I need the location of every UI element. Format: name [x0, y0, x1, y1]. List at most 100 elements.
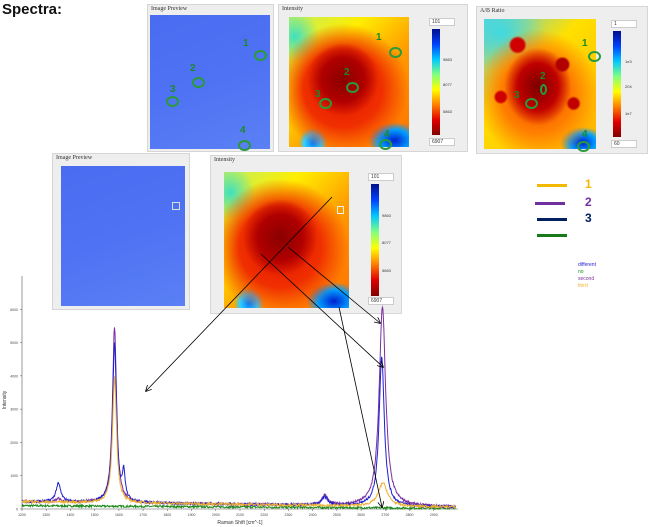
- scale-label: 8077: [443, 82, 452, 87]
- scale-max: 101: [429, 18, 455, 26]
- scale-label: 204: [625, 84, 632, 89]
- marker-label: 3: [514, 90, 520, 101]
- spectrum-no: [21, 503, 456, 511]
- scale-min: 6907: [429, 138, 455, 146]
- scale-max: 1: [611, 20, 637, 28]
- scale-label: 9863: [382, 213, 391, 218]
- x-tick-label: 2000: [212, 513, 220, 517]
- legend-number: 2: [585, 195, 592, 209]
- marker-label: 3: [170, 84, 176, 95]
- x-tick-label: 2600: [357, 513, 365, 517]
- legend-number: 3: [585, 211, 592, 225]
- x-tick-label: 2200: [260, 513, 268, 517]
- legend-line: [537, 184, 567, 187]
- top-intensity-panel: Intensity 101 9863 8077 5863 6907 1 2 3 …: [278, 4, 468, 152]
- x-tick-label: 1600: [115, 513, 123, 517]
- spectrum-second: [21, 305, 457, 509]
- marker-label: 4: [240, 125, 246, 136]
- marker-label: 1: [376, 32, 382, 43]
- scale-label: 1e3: [625, 59, 632, 64]
- marker-circle: [192, 77, 205, 88]
- intensity-map: [224, 172, 349, 308]
- colorbar: [613, 31, 621, 137]
- panel-title: Intensity: [282, 6, 303, 12]
- x-tick-label: 1700: [139, 513, 147, 517]
- spectrum-different: [21, 342, 456, 510]
- x-tick-label: 1900: [188, 513, 196, 517]
- top-ratio-panel: A/B Ratio 1 1e3 204 1e7 60 1 2 3 4: [476, 6, 648, 154]
- scale-label: 1e7: [625, 111, 632, 116]
- scale-min: 6907: [368, 297, 394, 305]
- x-tick-label: 2300: [285, 513, 293, 517]
- scale-min: 60: [611, 140, 637, 148]
- series-legend: different no second third: [578, 262, 596, 290]
- x-tick-label: 1800: [163, 513, 171, 517]
- marker-label: 2: [190, 63, 196, 74]
- marker-circle: [166, 96, 179, 107]
- legend-entry: second: [578, 276, 595, 282]
- marker-label: 4: [582, 129, 588, 140]
- x-tick-label: 2100: [236, 513, 244, 517]
- y-tick-label: 0: [16, 508, 18, 512]
- x-tick-label: 2800: [406, 513, 414, 517]
- x-tick-label: 1300: [42, 513, 50, 517]
- marker-label: 3: [315, 89, 321, 100]
- bottom-image-preview-panel: Image Preview: [52, 153, 190, 310]
- spectrum-third: [21, 376, 456, 510]
- x-tick-label: 2400: [309, 513, 317, 517]
- colorbar: [371, 184, 379, 296]
- panel-title: Image Preview: [151, 6, 188, 12]
- colorbar: [432, 29, 440, 135]
- legend-line: [535, 202, 565, 205]
- panel-title: Intensity: [214, 157, 235, 163]
- scale-label: 5863: [443, 109, 452, 114]
- legend-line: [537, 234, 567, 237]
- marker-circle: [379, 139, 392, 150]
- marker-circle: [346, 82, 359, 93]
- scale-label: 5863: [382, 268, 391, 273]
- x-tick-label: 2900: [430, 513, 438, 517]
- y-tick-label: 5000: [10, 341, 18, 345]
- marker-circle: [540, 84, 547, 95]
- y-tick-label: 1000: [10, 474, 18, 478]
- legend-entry: no: [578, 269, 584, 275]
- marker-label: 2: [540, 71, 546, 82]
- figure-title: Spectra:: [2, 1, 63, 18]
- marker-circle: [588, 51, 601, 62]
- y-tick-label: 2000: [10, 441, 18, 445]
- marker-circle: [389, 47, 402, 58]
- y-tick-label: 3000: [10, 408, 18, 412]
- scale-label: 8077: [382, 240, 391, 245]
- marker-circle: [577, 141, 590, 152]
- y-tick-label: 6000: [10, 308, 18, 312]
- x-tick-label: 2500: [333, 513, 341, 517]
- ratio-map: [484, 19, 596, 149]
- y-axis-label: Intensity: [2, 390, 8, 409]
- marker-circle: [525, 98, 538, 109]
- marker-label: 1: [582, 38, 588, 49]
- x-tick-label: 1200: [18, 513, 26, 517]
- x-tick-label: 1500: [91, 513, 99, 517]
- legend-line: [537, 218, 567, 221]
- panel-title: Image Preview: [56, 155, 93, 161]
- bottom-intensity-panel: Intensity 101 9863 8077 5863 6907: [210, 155, 402, 314]
- x-axis-label: Raman Shift [cm^-1]: [217, 520, 263, 526]
- x-tick-label: 2700: [381, 513, 389, 517]
- arrow: [338, 306, 382, 507]
- scale-label: 9863: [443, 57, 452, 62]
- marker-label: 1: [243, 38, 249, 49]
- y-tick-label: 4000: [10, 374, 18, 378]
- marker-label: 4: [384, 129, 390, 140]
- optical-image: [61, 166, 185, 306]
- selection-box: [337, 206, 344, 214]
- selection-box: [172, 202, 180, 210]
- legend-entry: different: [578, 262, 596, 268]
- marker-circle: [319, 98, 332, 109]
- scale-max: 101: [368, 173, 394, 181]
- marker-label: 2: [344, 67, 350, 78]
- legend-entry: third: [578, 283, 588, 289]
- marker-circle: [238, 140, 251, 151]
- marker-circle: [254, 50, 267, 61]
- legend-number: 1: [585, 177, 592, 191]
